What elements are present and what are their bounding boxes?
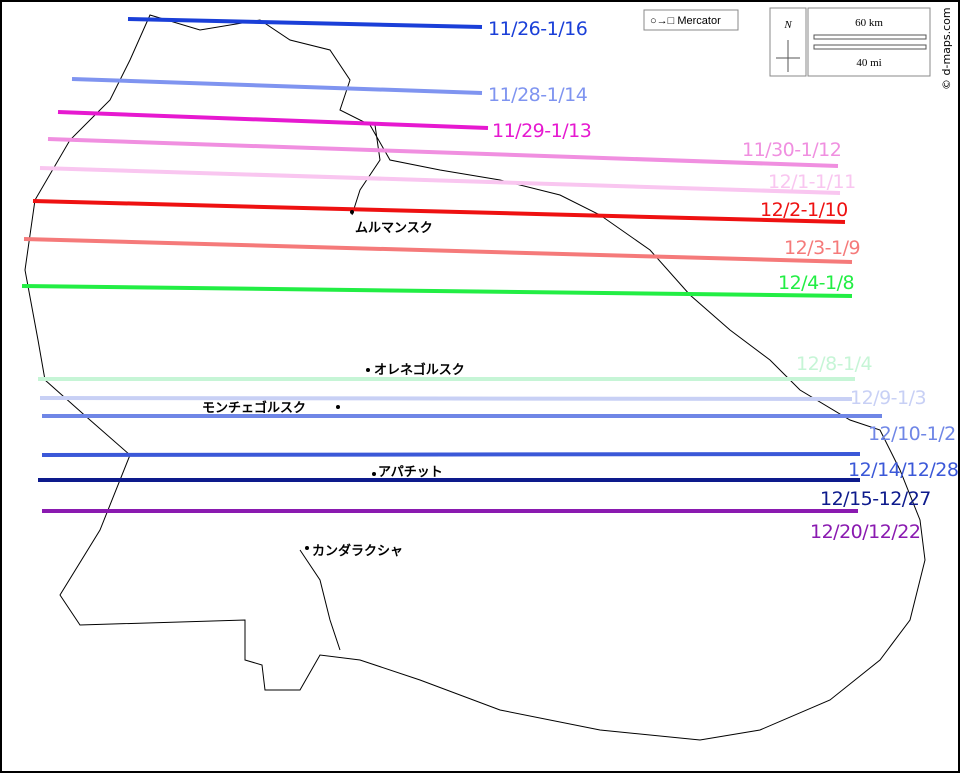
period-label: 12/4-1/8 (778, 272, 854, 294)
period-label: 11/29-1/13 (492, 120, 591, 142)
period-label: 11/26-1/16 (488, 18, 587, 40)
period-label: 11/28-1/14 (488, 84, 588, 106)
latitude-line (71, 77, 483, 95)
city-dot (305, 546, 309, 550)
city-dot (336, 405, 340, 409)
city-name: ムルマンスク (355, 221, 433, 236)
city-name: アパチット (378, 465, 443, 480)
latitude-line (39, 396, 853, 401)
coastline (24, 14, 926, 741)
projection-name: Mercator (677, 15, 721, 27)
latitude-line (21, 284, 853, 298)
period-label: 12/1-1/11 (768, 171, 856, 193)
latitude-line (23, 237, 853, 264)
period-label: 12/8-1/4 (796, 353, 873, 375)
period-label: 11/30-1/12 (742, 139, 841, 161)
period-label: 12/9-1/3 (850, 387, 926, 409)
city-dot (366, 368, 370, 372)
scale-km: 60 km (855, 17, 883, 29)
latitude-line (32, 199, 846, 224)
scale-box: N 60 km 40 mi (769, 7, 931, 77)
projection: ○→□ Mercator (650, 15, 721, 27)
latitude-line (47, 137, 839, 168)
latitude-line (57, 110, 489, 130)
period-label: 12/3-1/9 (784, 237, 860, 259)
city-name: カンダラクシャ (312, 543, 403, 559)
scale-mi: 40 mi (856, 57, 881, 69)
city-dot (372, 472, 376, 476)
period-label: 12/20/12/22 (810, 521, 920, 543)
latitude-line (41, 452, 861, 457)
projection-box: ○→□ Mercator (643, 9, 739, 31)
city-dot (350, 210, 354, 214)
latitude-line (39, 166, 841, 195)
period-label: 12/2-1/10 (760, 199, 848, 221)
credit: © d-maps.com (940, 7, 953, 90)
latitude-line (127, 17, 483, 29)
period-label: 12/15-12/27 (820, 488, 931, 510)
compass: N (783, 19, 792, 31)
period-label: 12/10-1/2 (868, 423, 956, 445)
city-name: オレネゴルスク (374, 362, 465, 378)
city-name: モンチェゴルスク (202, 400, 306, 416)
period-label: 12/14/12/28 (848, 459, 958, 481)
